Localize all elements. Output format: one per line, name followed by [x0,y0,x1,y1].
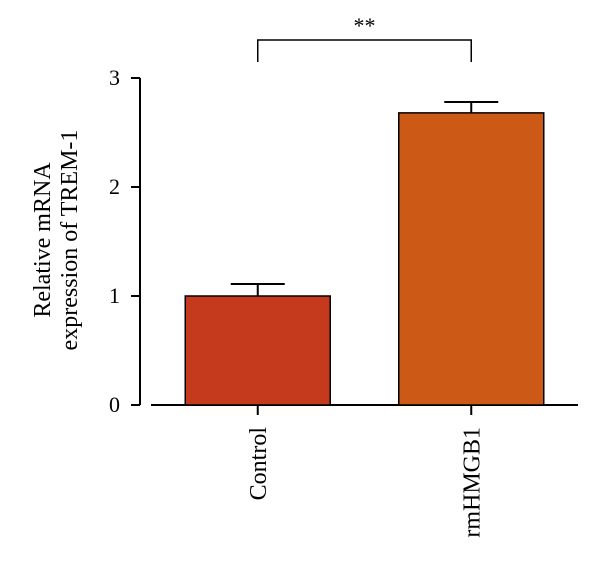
y-axis-title-line-1: Relative mRNA [30,162,56,318]
significance-label: ** [354,13,376,38]
y-tick-label: 0 [109,392,120,417]
y-tick-label: 2 [109,174,120,199]
x-tick-label-control: Control [246,427,272,501]
x-tick-label-rmhmgb1: rmHMGB1 [459,427,485,538]
y-axis-title-line-2: expression of TREM-1 [57,130,83,351]
y-tick-label: 1 [109,283,120,308]
significance-bracket [257,39,472,62]
y-tick-label: 3 [109,65,120,90]
y-axis-title: Relative mRNA expression of TREM-1 [30,130,83,351]
bar-control [184,295,331,406]
bar-rmhmgb1 [398,112,545,406]
plot-area: 0 1 2 3 Control rmHMGB1 ** [109,13,578,538]
